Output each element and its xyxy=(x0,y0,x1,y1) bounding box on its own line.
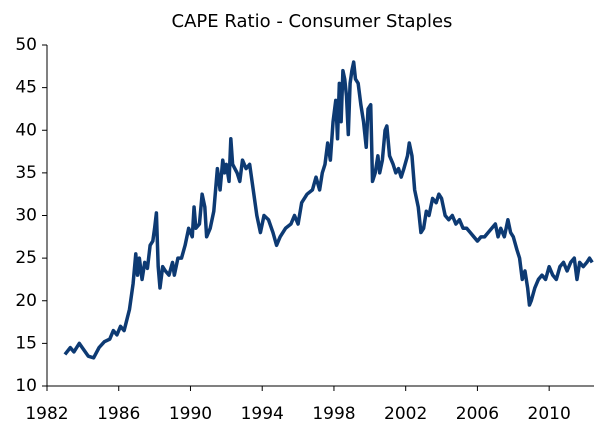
x-tick-label: 2006 xyxy=(456,404,499,424)
x-tick-label: 1994 xyxy=(241,404,284,424)
y-tick-label: 30 xyxy=(15,206,37,226)
x-tick-label: 1990 xyxy=(169,404,212,424)
y-tick-label: 10 xyxy=(15,376,37,396)
x-tick-label: 1998 xyxy=(312,404,355,424)
x-tick-label: 2010 xyxy=(528,404,571,424)
y-tick-label: 20 xyxy=(15,291,37,311)
y-tick-label: 40 xyxy=(15,120,37,140)
x-tick-label: 2002 xyxy=(384,404,427,424)
y-tick-label: 45 xyxy=(15,78,37,98)
y-tick-label: 35 xyxy=(15,163,37,183)
y-tick-label: 50 xyxy=(15,35,37,55)
chart-title: CAPE Ratio - Consumer Staples xyxy=(172,11,453,32)
y-tick-label: 25 xyxy=(15,248,37,268)
x-tick-label: 1986 xyxy=(97,404,140,424)
y-tick-label: 15 xyxy=(15,333,37,353)
x-tick-label: 1982 xyxy=(25,404,68,424)
data-line xyxy=(63,60,594,360)
